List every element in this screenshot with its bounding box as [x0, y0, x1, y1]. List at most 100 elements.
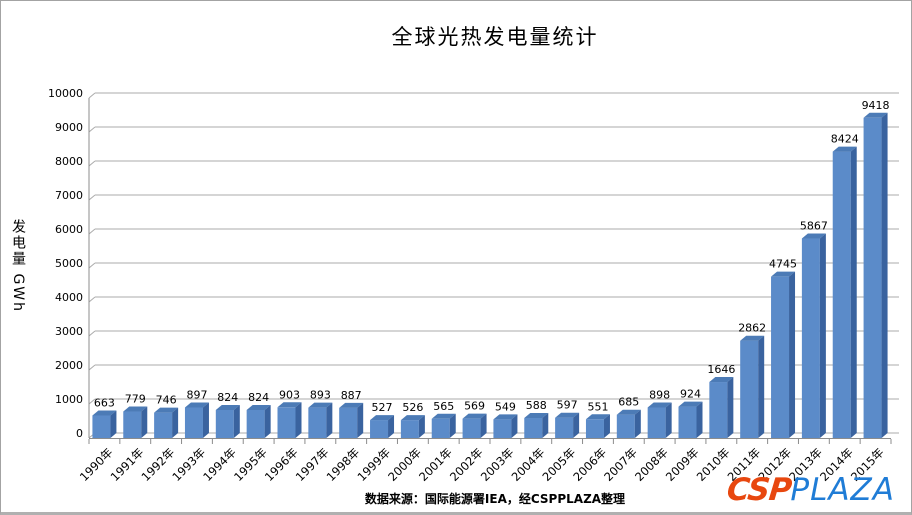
- gridline-wall-joint: [88, 160, 96, 167]
- bar-top-face: [863, 112, 888, 118]
- bar: [184, 407, 203, 438]
- x-tick-label: 1998年: [324, 445, 363, 484]
- bar-top-face: [585, 414, 610, 420]
- bar: [709, 382, 728, 438]
- bar-top-face: [339, 402, 364, 408]
- bar-top-face: [709, 377, 734, 383]
- bar-side-face: [634, 409, 641, 438]
- bar: [462, 418, 481, 438]
- bar: [616, 414, 635, 438]
- y-tick-label: 6000: [55, 223, 83, 236]
- x-tick-label: 2009年: [663, 445, 702, 484]
- gridline-wall-joint: [88, 330, 96, 337]
- bar-value-label: 9418: [862, 99, 890, 112]
- bar-value-label: 569: [464, 400, 485, 413]
- bar-value-label: 685: [618, 396, 639, 409]
- bar-top-face: [246, 404, 271, 410]
- bar-side-face: [326, 402, 333, 438]
- bar-value-label: 549: [495, 400, 516, 413]
- bar: [339, 407, 358, 438]
- bar-value-label: 824: [248, 391, 269, 404]
- bar-side-face: [264, 404, 271, 438]
- y-tick-label: 4000: [55, 291, 83, 304]
- x-tick-label: 1997年: [293, 445, 332, 484]
- bar-top-face: [678, 401, 703, 407]
- bar-side-face: [172, 407, 179, 438]
- bar-top-face: [400, 415, 425, 421]
- bar-side-face: [418, 415, 425, 438]
- bar: [771, 276, 790, 438]
- bar-side-face: [603, 414, 610, 438]
- data-source-caption: 数据来源：国际能源署IEA，经CSPPLAZA整理: [364, 492, 626, 506]
- bar-value-label: 8424: [831, 133, 859, 146]
- bar-top-face: [370, 415, 395, 421]
- bar-top-face: [616, 409, 641, 415]
- bar-value-label: 5867: [800, 220, 828, 233]
- x-tick-label: 1996年: [262, 445, 301, 484]
- bar-side-face: [819, 233, 826, 438]
- bar-value-label: 565: [433, 400, 454, 413]
- x-tick-label: 2001年: [416, 445, 455, 484]
- bar-top-face: [308, 402, 333, 408]
- bar-side-face: [665, 402, 672, 438]
- bar: [370, 420, 389, 438]
- bar-value-label: 1646: [707, 363, 735, 376]
- bar: [524, 418, 543, 438]
- bar: [555, 417, 574, 438]
- bar-value-label: 893: [310, 389, 331, 402]
- gridline-wall-joint: [88, 194, 96, 201]
- bar-top-face: [277, 402, 302, 408]
- gridline-wall-joint: [88, 296, 96, 303]
- gridline-wall-joint: [88, 228, 96, 235]
- y-tick-label: 3000: [55, 325, 83, 338]
- bar-side-face: [110, 410, 117, 438]
- bar: [863, 117, 882, 439]
- bar-value-label: 527: [372, 401, 393, 414]
- bar-side-face: [202, 402, 209, 438]
- logo-plaza-text: PLAZA: [790, 472, 895, 508]
- bar-side-face: [758, 335, 765, 438]
- bar-top-face: [740, 335, 765, 341]
- chart-title: 全球光热发电量统计: [391, 25, 599, 49]
- x-tick-label: 1994年: [200, 445, 239, 484]
- x-tick-label: 1999年: [354, 445, 393, 484]
- bar-side-face: [357, 402, 364, 438]
- bar: [215, 409, 234, 438]
- y-tick-label: 1000: [55, 393, 83, 406]
- bar-value-label: 588: [526, 399, 547, 412]
- gridline-wall-joint: [88, 92, 96, 99]
- bar-value-label: 4745: [769, 258, 797, 271]
- x-tick-label: 1992年: [139, 445, 178, 484]
- logo-csp-text: CSP: [724, 472, 793, 508]
- y-tick-label: 5000: [55, 257, 83, 270]
- x-tick-label: 1991年: [108, 445, 147, 484]
- bar: [585, 419, 604, 438]
- bar-side-face: [480, 413, 487, 438]
- bar-side-face: [542, 413, 549, 438]
- gridline-wall-joint: [88, 126, 96, 133]
- y-tick-label: 0: [76, 427, 83, 440]
- bar-top-face: [462, 413, 487, 419]
- bar-value-label: 898: [649, 388, 670, 401]
- bar-top-face: [647, 402, 672, 408]
- bar-value-label: 551: [587, 400, 608, 413]
- bar-value-label: 924: [680, 388, 701, 401]
- csp-plaza-logo: CSPPLAZA: [724, 472, 895, 508]
- gridline-wall-joint: [88, 364, 96, 371]
- bar-value-label: 824: [217, 391, 238, 404]
- x-tick-label: 1990年: [77, 445, 116, 484]
- bar-top-face: [215, 404, 240, 410]
- bar-value-label: 887: [341, 389, 362, 402]
- bar: [832, 151, 851, 439]
- y-tick-label: 10000: [48, 87, 83, 100]
- bar-value-label: 779: [125, 393, 146, 406]
- bar-top-face: [431, 413, 456, 419]
- x-tick-label: 2005年: [540, 445, 579, 484]
- y-tick-label: 7000: [55, 189, 83, 202]
- bar-top-face: [555, 412, 580, 418]
- bar-top-face: [832, 146, 857, 152]
- bar-value-label: 2862: [738, 322, 766, 335]
- bar: [400, 420, 419, 438]
- bar: [92, 415, 111, 438]
